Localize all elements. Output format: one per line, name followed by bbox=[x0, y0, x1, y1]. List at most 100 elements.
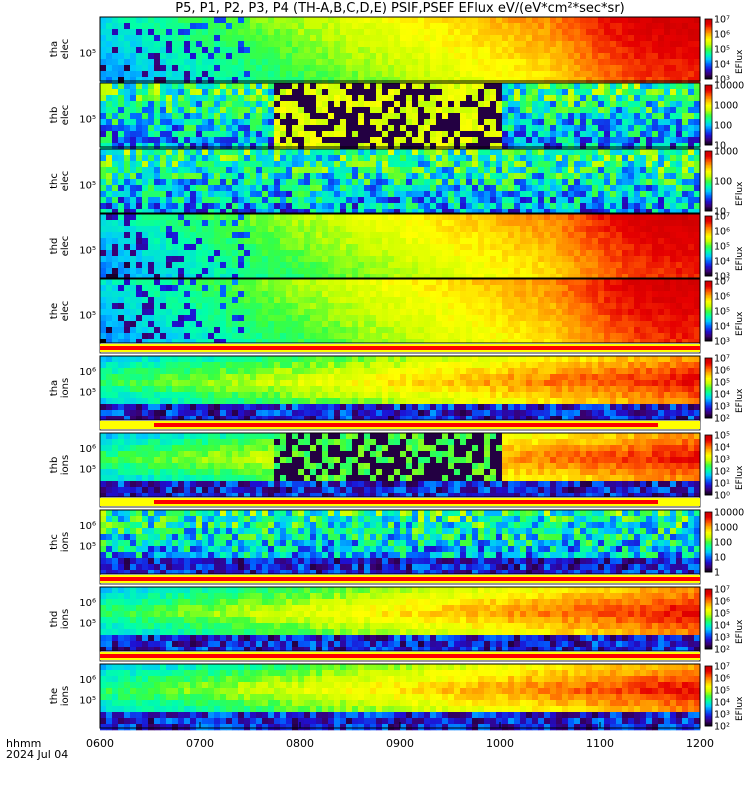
panel-the-elec: theelec 10⁵ 10³ 10⁴ 10⁵ 10⁶ 10⁷ EFlux bbox=[49, 277, 745, 348]
colorbar-tick: 10³ bbox=[714, 337, 730, 348]
colorbar-tick: 10⁷ bbox=[714, 662, 730, 673]
date-label: 2024 Jul 04 bbox=[6, 748, 69, 761]
ytick-label: 10⁵ bbox=[79, 542, 96, 553]
colorbar-tick: 10³ bbox=[714, 75, 730, 86]
xtick-label: 1200 bbox=[686, 737, 714, 750]
colorbar-tick: 10³ bbox=[714, 402, 730, 413]
colorbar-tick: 10² bbox=[714, 467, 730, 478]
colorbar-tick: 10⁷ bbox=[714, 354, 730, 365]
ytick-label: 10⁵ bbox=[79, 465, 96, 476]
colorbar-label: EFlux bbox=[735, 181, 745, 206]
ytick-label: 10⁵ bbox=[79, 49, 96, 60]
colorbar-tick: 10⁵ bbox=[714, 431, 730, 442]
panel-thc-ions: thcions 10⁵ 10⁶ 1 10 100 1000 10000 bbox=[49, 508, 744, 579]
colorbar-tick: 10 bbox=[714, 141, 726, 152]
colorbar-tick: 10⁶ bbox=[714, 597, 730, 608]
colorbar-label: EFlux bbox=[735, 311, 745, 336]
colorbar-tick: 100 bbox=[714, 538, 732, 549]
colorbar-tick: 10⁷ bbox=[714, 212, 730, 223]
colorbar bbox=[704, 665, 713, 727]
panel-label: theions bbox=[49, 686, 71, 706]
panel-label: thbelec bbox=[49, 105, 71, 126]
panel-label: thbions bbox=[49, 455, 71, 475]
colorbar-tick: 10⁴ bbox=[714, 257, 730, 268]
colorbar-tick: 10³ bbox=[714, 710, 730, 721]
colorbar-tick: 10⁵ bbox=[714, 686, 730, 697]
colorbar bbox=[704, 280, 713, 342]
panel-frame bbox=[99, 213, 701, 279]
colorbar-tick: 10³ bbox=[714, 633, 730, 644]
panel-label: thaelec bbox=[49, 39, 71, 60]
colorbar-tick: 10³ bbox=[714, 455, 730, 466]
colorbar-tick: 100 bbox=[714, 121, 732, 132]
colorbar-tick: 1000 bbox=[714, 101, 738, 112]
colorbar-tick: 10⁴ bbox=[714, 60, 730, 71]
mode-indicator-red bbox=[154, 423, 658, 427]
colorbar-tick: 1000 bbox=[714, 147, 738, 158]
colorbar bbox=[704, 215, 713, 277]
colorbar-tick: 10⁴ bbox=[714, 698, 730, 709]
ytick-label: 10⁵ bbox=[79, 388, 96, 399]
panel-frame bbox=[99, 148, 701, 214]
panel-label: thdelec bbox=[49, 236, 71, 257]
colorbar-tick: 10⁵ bbox=[714, 609, 730, 620]
mode-indicator-red bbox=[100, 577, 700, 581]
ytick-label: 10⁶ bbox=[79, 675, 96, 686]
colorbar-tick: 10³ bbox=[714, 272, 730, 283]
xtick-label: 1000 bbox=[486, 737, 514, 750]
colorbar-tick: 10⁵ bbox=[714, 378, 730, 389]
mode-indicator-red bbox=[100, 346, 700, 350]
panel-tha-elec: thaelec 10⁵ 10³ 10⁴ 10⁵ 10⁶ 10⁷ EFlux bbox=[49, 15, 745, 86]
colorbar-tick: 10¹ bbox=[714, 479, 730, 490]
colorbar-tick: 10 bbox=[714, 207, 726, 218]
colorbar-tick: 10⁴ bbox=[714, 443, 730, 454]
ytick-label: 10⁵ bbox=[79, 181, 96, 192]
xtick-label: 0800 bbox=[286, 737, 314, 750]
colorbar-tick: 10⁰ bbox=[714, 491, 730, 502]
panel-thd-elec: thdelec 10⁵ 10³ 10⁴ 10⁵ 10⁶ 10⁷ EFlux bbox=[49, 212, 745, 283]
colorbar-tick: 10⁷ bbox=[714, 15, 730, 26]
colorbar-tick: 10⁵ bbox=[714, 242, 730, 253]
colorbar-label: EFlux bbox=[735, 619, 745, 644]
colorbar-tick: 10 bbox=[714, 553, 726, 564]
mode-indicator-red bbox=[154, 500, 658, 504]
colorbar-tick: 10⁵ bbox=[714, 45, 730, 56]
colorbar-tick: 10⁷ bbox=[714, 585, 730, 596]
colorbar-tick: 10⁴ bbox=[714, 322, 730, 333]
ytick-label: 10⁵ bbox=[79, 311, 96, 322]
panel-label: thdions bbox=[49, 609, 71, 629]
ytick-label: 10⁵ bbox=[79, 619, 96, 630]
colorbar-label: EFlux bbox=[735, 246, 745, 271]
ytick-label: 10⁶ bbox=[79, 367, 96, 378]
ytick-label: 10⁶ bbox=[79, 444, 96, 455]
colorbar-tick: 10⁵ bbox=[714, 307, 730, 318]
colorbar-tick: 10000 bbox=[714, 508, 744, 519]
colorbar-label: EFlux bbox=[735, 465, 745, 490]
colorbar-tick: 10⁴ bbox=[714, 621, 730, 632]
colorbar-tick: 10⁶ bbox=[714, 292, 730, 303]
colorbar bbox=[704, 18, 713, 80]
panel-thb-elec: thbelec 10⁵ 10 100 1000 10000 bbox=[49, 81, 744, 152]
xtick-label: 0900 bbox=[386, 737, 414, 750]
colorbar-tick: 10⁷ bbox=[714, 277, 730, 288]
colorbar bbox=[704, 84, 713, 146]
xtick-label: 1100 bbox=[586, 737, 614, 750]
xtick-label: 0600 bbox=[86, 737, 114, 750]
ytick-label: 10⁶ bbox=[79, 598, 96, 609]
colorbar-tick: 1000 bbox=[714, 523, 738, 534]
colorbar-tick: 10⁶ bbox=[714, 227, 730, 238]
colorbar bbox=[704, 150, 713, 212]
colorbar bbox=[704, 588, 713, 650]
colorbar-tick: 10⁶ bbox=[714, 366, 730, 377]
panel-thc-elec: thcelec 10⁵ 10 100 1000 EFlux bbox=[49, 147, 745, 218]
panel-label: theelec bbox=[49, 301, 71, 322]
colorbar-tick: 10² bbox=[714, 645, 730, 656]
ytick-label: 10⁶ bbox=[79, 521, 96, 532]
colorbar-tick: 1 bbox=[714, 568, 720, 579]
colorbar-tick: 10² bbox=[714, 722, 730, 733]
